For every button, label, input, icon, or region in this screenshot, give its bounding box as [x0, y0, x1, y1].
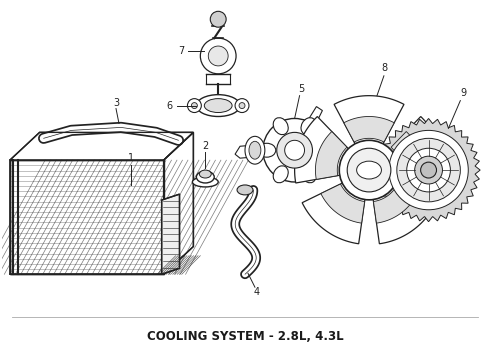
Circle shape [208, 46, 228, 66]
Circle shape [277, 132, 313, 168]
Polygon shape [162, 194, 179, 274]
Circle shape [188, 99, 201, 113]
Polygon shape [10, 160, 164, 274]
Text: COOLING SYSTEM - 2.8L, 4.3L: COOLING SYSTEM - 2.8L, 4.3L [147, 330, 343, 343]
Text: 6: 6 [167, 100, 172, 111]
Circle shape [263, 118, 326, 182]
Text: 4: 4 [254, 287, 260, 297]
Text: 5: 5 [298, 84, 305, 94]
Polygon shape [307, 107, 322, 126]
Circle shape [397, 138, 460, 202]
Text: 8: 8 [382, 63, 388, 73]
Polygon shape [321, 184, 365, 223]
Ellipse shape [273, 166, 288, 183]
Circle shape [347, 148, 391, 192]
Polygon shape [391, 131, 422, 179]
Circle shape [200, 38, 236, 74]
Circle shape [285, 140, 305, 160]
Circle shape [389, 130, 468, 210]
Circle shape [239, 103, 245, 109]
Ellipse shape [196, 95, 240, 117]
Polygon shape [316, 131, 347, 179]
Circle shape [407, 148, 450, 192]
Circle shape [192, 103, 197, 109]
Polygon shape [235, 144, 263, 158]
Ellipse shape [237, 185, 253, 195]
Ellipse shape [196, 171, 214, 183]
Ellipse shape [273, 118, 288, 135]
Ellipse shape [301, 166, 316, 183]
Ellipse shape [245, 136, 265, 164]
Polygon shape [377, 118, 480, 222]
Polygon shape [10, 160, 164, 274]
Ellipse shape [204, 99, 232, 113]
Circle shape [415, 156, 442, 184]
Ellipse shape [193, 177, 218, 187]
Polygon shape [10, 132, 194, 160]
Text: 2: 2 [202, 141, 208, 151]
Ellipse shape [357, 161, 381, 179]
Polygon shape [302, 180, 366, 244]
Text: 3: 3 [113, 98, 119, 108]
Circle shape [235, 99, 249, 113]
Polygon shape [334, 96, 404, 151]
Ellipse shape [314, 143, 331, 157]
Polygon shape [384, 117, 443, 183]
Text: 7: 7 [178, 46, 185, 56]
Circle shape [210, 11, 226, 27]
Ellipse shape [249, 141, 261, 159]
Ellipse shape [199, 170, 211, 178]
Circle shape [339, 140, 399, 200]
Polygon shape [164, 132, 194, 274]
Text: 1: 1 [128, 153, 134, 163]
Polygon shape [344, 117, 394, 142]
Circle shape [420, 162, 437, 178]
Ellipse shape [258, 143, 276, 157]
Text: 9: 9 [460, 88, 466, 98]
Polygon shape [372, 180, 436, 244]
Polygon shape [294, 117, 354, 183]
Polygon shape [373, 184, 417, 223]
Ellipse shape [301, 118, 316, 135]
